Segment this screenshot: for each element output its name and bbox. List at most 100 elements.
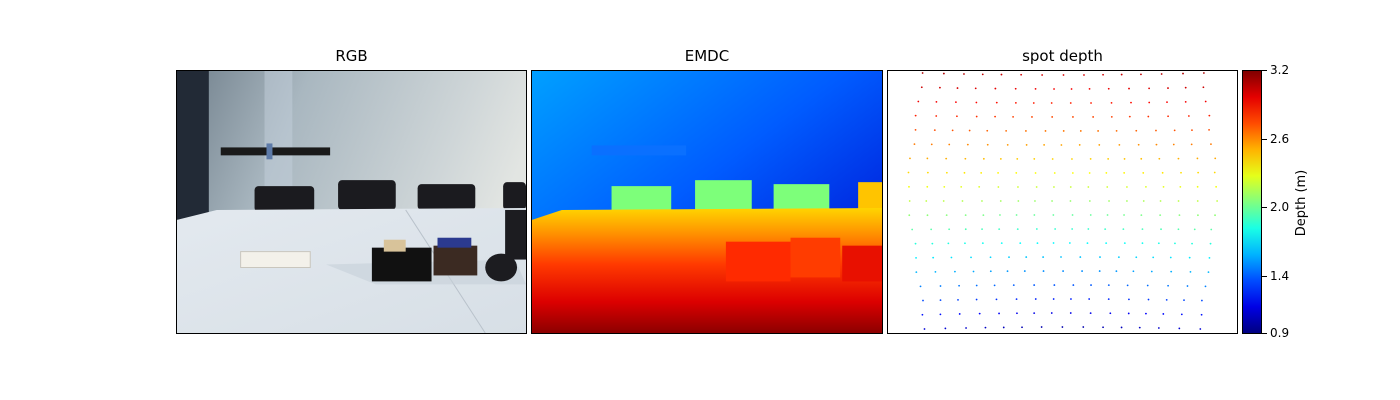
depth-spot [1170, 270, 1173, 273]
depth-spot [961, 200, 964, 202]
depth-spot [968, 129, 971, 132]
depth-spot [1060, 256, 1062, 258]
depth-spot [1102, 326, 1104, 329]
depth-spot [1023, 270, 1026, 272]
spot-depth-map [887, 70, 1238, 334]
depth-spot [1069, 312, 1072, 314]
depth-spot [1041, 74, 1044, 76]
depth-spot [1142, 172, 1145, 174]
depth-spot [1197, 171, 1200, 174]
depth-spot [1071, 214, 1074, 216]
depth-spot [1110, 101, 1113, 104]
depth-spot [965, 327, 967, 329]
depth-spot [955, 101, 957, 104]
depth-spot [911, 228, 914, 231]
depth-spot [989, 256, 992, 259]
depth-spot [1161, 171, 1164, 174]
depth-spot [1070, 88, 1073, 90]
depth-spot [942, 200, 945, 202]
depth-spot [1104, 228, 1107, 230]
depth-spot [926, 171, 929, 174]
depth-spot [975, 115, 978, 118]
depth-spot [999, 200, 1002, 202]
depth-spot [1128, 87, 1130, 90]
depth-spot [1020, 73, 1023, 76]
depth-spot [1190, 143, 1193, 146]
depth-spot [1145, 186, 1147, 188]
depth-spot [986, 143, 989, 146]
depth-spot [1088, 298, 1091, 300]
depth-spot [1034, 298, 1037, 300]
depth-spot [1214, 214, 1216, 217]
depth-spot [1089, 158, 1092, 160]
depth-spot [981, 200, 983, 202]
depth-spot [1162, 313, 1165, 315]
depth-spot [989, 270, 992, 273]
depth-spot [1062, 270, 1064, 272]
depth-spot [964, 228, 967, 231]
depth-spot [908, 200, 911, 202]
depth-spot [930, 143, 933, 146]
depth-spot [1043, 144, 1046, 146]
depth-spot [1204, 285, 1207, 288]
depth-spot [1088, 172, 1091, 174]
depth-spot [1050, 312, 1053, 314]
depth-spot [913, 143, 916, 146]
depth-spot [925, 200, 928, 202]
depth-spot [1184, 86, 1187, 89]
depth-spot [1140, 157, 1143, 160]
depth-spot [1006, 270, 1009, 273]
depth-spot [1081, 270, 1083, 272]
depth-spot [1090, 102, 1092, 104]
depth-spot [943, 186, 946, 188]
depth-spot [1017, 200, 1020, 202]
depth-spot [939, 86, 941, 89]
depth-spot [1025, 256, 1028, 258]
depth-spot [1015, 214, 1018, 216]
depth-spot [958, 313, 961, 315]
depth-spot [1107, 298, 1110, 301]
depth-spot [1183, 299, 1185, 302]
depth-spot [956, 115, 958, 118]
colorbar-tick-mark [1262, 207, 1267, 208]
depth-spot [1053, 172, 1056, 174]
pen-holder [433, 245, 478, 276]
depth-spot [1068, 242, 1071, 244]
depth-spot [1098, 144, 1101, 146]
depth-spot [1005, 129, 1008, 132]
shelf-object [266, 143, 273, 160]
depth-spot [1071, 172, 1074, 174]
depth-spot [931, 242, 934, 245]
depth-spot [1087, 228, 1090, 230]
depth-spot [1016, 312, 1018, 315]
depth-spot [1216, 200, 1219, 202]
depth-spot [1157, 327, 1160, 329]
depth-spot [958, 284, 960, 287]
depth-spot [1182, 72, 1184, 75]
pens [437, 237, 472, 248]
depth-spot [1086, 242, 1089, 244]
depth-spot [1147, 298, 1150, 301]
depth-spot [1135, 129, 1138, 132]
depth-spot [914, 128, 917, 131]
depth-spot [944, 327, 947, 330]
depth-spot [1006, 143, 1009, 146]
depth-spot [1015, 298, 1018, 301]
depth-spot [1072, 284, 1075, 286]
tissue-box [371, 247, 432, 282]
depth-spot [1202, 86, 1205, 89]
depth-spot [1142, 200, 1145, 202]
depth-spot [1127, 312, 1130, 315]
depth-spot [1106, 186, 1109, 188]
depth-spot [998, 312, 1000, 315]
depth-spot [1042, 256, 1045, 258]
depth-spot [1061, 326, 1064, 328]
depth-spot [1187, 115, 1190, 117]
depth-spot [1155, 143, 1158, 146]
depth-spot [1167, 284, 1169, 287]
depth-spot [1016, 228, 1019, 230]
depth-spot [922, 299, 924, 302]
depth-spot [999, 158, 1002, 160]
depth-spot [972, 270, 975, 273]
depth-spot [960, 186, 963, 188]
